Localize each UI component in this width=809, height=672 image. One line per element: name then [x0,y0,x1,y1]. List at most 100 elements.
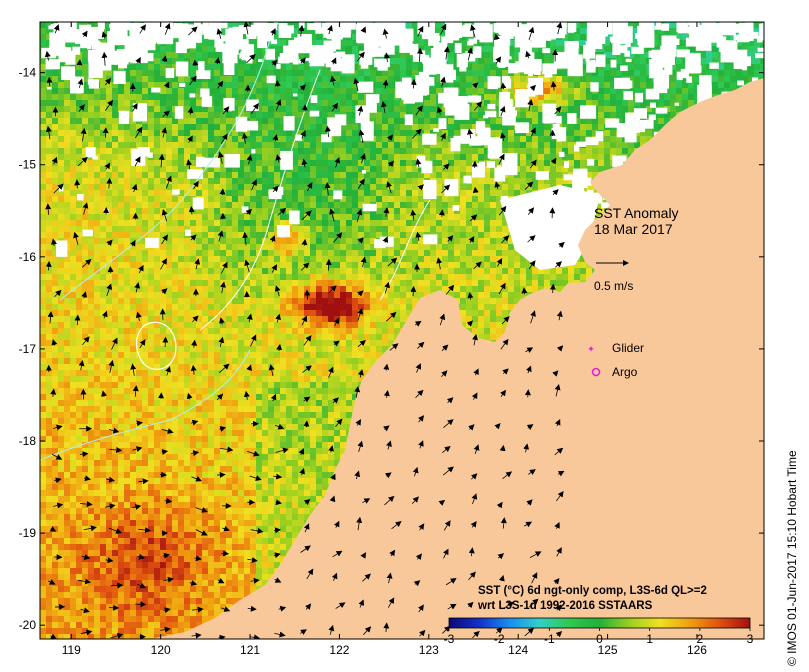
sst-cell [130,64,136,70]
sst-cell [532,154,538,160]
sst-cell [406,148,412,154]
sst-cell [148,184,154,190]
sst-cell [52,178,58,184]
sst-cell [106,244,112,250]
sst-cell [676,82,682,88]
sst-cell [370,118,376,124]
sst-cell [268,94,274,100]
sst-cell [400,190,406,196]
sst-cell [346,166,352,172]
sst-cell [70,112,76,118]
sst-cell [442,262,448,268]
sst-cell [706,52,712,58]
sst-cell [256,238,262,244]
sst-cell [388,76,394,82]
sst-cell [460,256,466,262]
sst-cell [412,28,418,34]
sst-cell [310,34,316,40]
sst-cell [52,112,58,118]
sst-cell [238,250,244,256]
sst-cell [598,94,604,100]
sst-cell [622,106,628,112]
sst-cell [130,142,136,148]
sst-cell [106,232,112,238]
sst-cell [118,160,124,166]
sst-cell [712,82,718,88]
sst-cell [40,130,46,136]
sst-cell [172,226,178,232]
sst-cell [688,88,694,94]
sst-cell [106,22,112,28]
sst-cell [46,94,52,100]
sst-cell [106,202,112,208]
sst-cell [64,208,70,214]
sst-cell [664,94,670,100]
sst-cell [298,250,304,256]
sst-cell [238,76,244,82]
sst-cell [100,154,106,160]
sst-cell [106,130,112,136]
sst-cell [436,88,442,94]
sst-cell [130,244,136,250]
sst-cell [490,52,496,58]
sst-cell [268,244,274,250]
sst-cell [94,88,100,94]
sst-cell [460,82,466,88]
sst-cell [232,124,238,130]
sst-cell [286,172,292,178]
sst-cell [406,184,412,190]
sst-cell [166,64,172,70]
sst-cell [154,112,160,118]
sst-cell [460,148,466,154]
sst-cell [604,76,610,82]
sst-cell [370,250,376,256]
sst-cell [214,184,220,190]
sst-cell [250,190,256,196]
sst-cell [262,214,268,220]
sst-cell [100,130,106,136]
sst-cell [154,196,160,202]
sst-cell [106,112,112,118]
sst-cell [502,244,508,250]
sst-cell [742,40,748,46]
sst-cell [442,196,448,202]
sst-cell [328,112,334,118]
sst-cell [232,250,238,256]
sst-cell [340,166,346,172]
sst-cell [226,208,232,214]
sst-cell [286,70,292,76]
sst-cell [124,226,130,232]
sst-cell [166,124,172,130]
sst-cell [304,214,310,220]
sst-cell [460,190,466,196]
sst-cell [364,262,370,268]
sst-cell [382,136,388,142]
sst-cell [178,226,184,232]
sst-cell [202,208,208,214]
sst-cell [124,178,130,184]
sst-cell [640,76,646,82]
sst-cell [616,64,622,70]
sst-cell [292,190,298,196]
sst-cell [472,262,478,268]
sst-cell [568,76,574,82]
sst-cell [100,178,106,184]
sst-cell [370,226,376,232]
sst-cell [322,64,328,70]
sst-cell [418,100,424,106]
sst-cell [112,82,118,88]
sst-cell [88,136,94,142]
sst-cell [70,202,76,208]
sst-cell [154,100,160,106]
sst-cell [274,220,280,226]
sst-cell [598,202,604,208]
sst-cell [196,178,202,184]
sst-cell [724,76,730,82]
sst-cell [220,244,226,250]
sst-cell [172,64,178,70]
sst-cell [406,256,412,262]
sst-cell [520,262,526,268]
sst-cell [682,64,688,70]
sst-cell [586,82,592,88]
sst-cell [448,172,454,178]
